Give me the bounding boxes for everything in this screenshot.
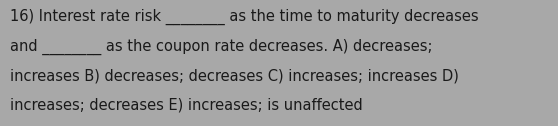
Text: increases; decreases E) increases; is unaffected: increases; decreases E) increases; is un…	[10, 98, 363, 113]
Text: increases B) decreases; decreases C) increases; increases D): increases B) decreases; decreases C) inc…	[10, 68, 459, 83]
Text: 16) Interest rate risk ________ as the time to maturity decreases: 16) Interest rate risk ________ as the t…	[10, 9, 479, 25]
Text: and ________ as the coupon rate decreases. A) decreases;: and ________ as the coupon rate decrease…	[10, 38, 432, 55]
